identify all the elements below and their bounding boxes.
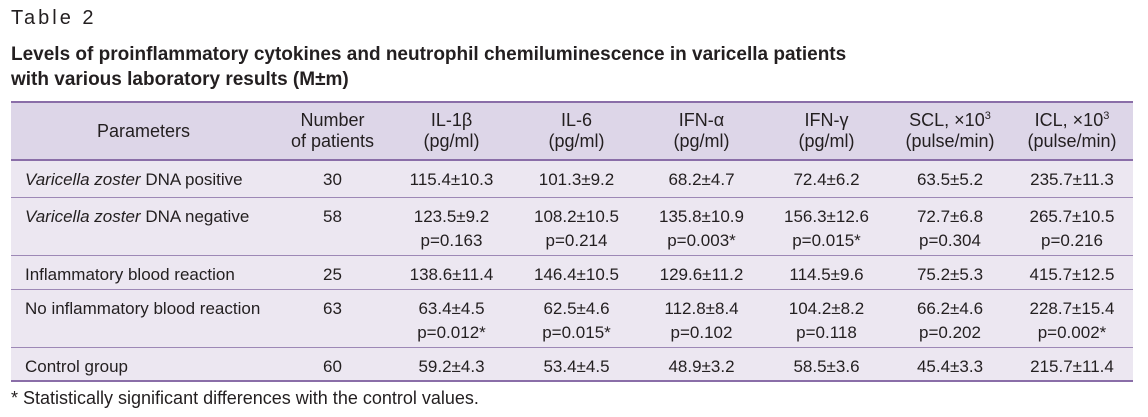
cell-ifna: 68.2±4.7 [639, 160, 764, 198]
cell-scl: 63.5±5.2 [889, 160, 1011, 198]
header-ifng: IFN-γ (pg/ml) [764, 101, 889, 161]
cell-ifng: 156.3±12.6 p=0.015* [764, 197, 889, 256]
caption-line-2: with various laboratory results (M±m) [11, 69, 349, 90]
row-parameter: Varicella zoster DNA negative [11, 197, 276, 256]
cell-ifna: 129.6±11.2 [639, 255, 764, 290]
header-parameters: Parameters [11, 101, 276, 161]
cell-scl: 66.2±4.6 p=0.202 [889, 289, 1011, 348]
cell-icl: 265.7±10.5 p=0.216 [1011, 197, 1133, 256]
cell-patients: 60 [276, 347, 389, 382]
cell-icl: 415.7±12.5 [1011, 255, 1133, 290]
cell-ifna: 135.8±10.9 p=0.003* [639, 197, 764, 256]
cell-icl: 228.7±15.4 p=0.002* [1011, 289, 1133, 348]
caption-line-1: Levels of proinflammatory cytokines and … [11, 44, 847, 65]
header-patients: Number of patients [276, 101, 389, 161]
cell-ifng: 72.4±6.2 [764, 160, 889, 198]
cell-ifng: 104.2±8.2 p=0.118 [764, 289, 889, 348]
cell-il6: 101.3±9.2 [514, 160, 639, 198]
header-ifna: IFN-α (pg/ml) [639, 101, 764, 161]
cell-scl: 72.7±6.8 p=0.304 [889, 197, 1011, 256]
cell-patients: 63 [276, 289, 389, 348]
cell-il1b: 115.4±10.3 [389, 160, 514, 198]
cell-il6: 108.2±10.5 p=0.214 [514, 197, 639, 256]
table-row: Inflammatory blood reaction 25 138.6±11.… [11, 255, 1133, 290]
row-parameter: Control group [11, 347, 276, 382]
table-row: Varicella zoster DNA positive 30 115.4±1… [11, 160, 1133, 198]
cell-icl: 235.7±11.3 [1011, 160, 1133, 198]
cell-patients: 25 [276, 255, 389, 290]
cell-il1b: 59.2±4.3 [389, 347, 514, 382]
header-icl: ICL, ×103 (pulse/min) [1011, 101, 1133, 161]
table-row: No inflammatory blood reaction 63 63.4±4… [11, 289, 1133, 348]
cell-il6: 53.4±4.5 [514, 347, 639, 382]
cell-patients: 58 [276, 197, 389, 256]
cell-il1b: 63.4±4.5 p=0.012* [389, 289, 514, 348]
cell-ifna: 112.8±8.4 p=0.102 [639, 289, 764, 348]
footnote: * Statistically significant differences … [11, 388, 479, 408]
cell-patients: 30 [276, 160, 389, 198]
table-row: Control group 60 59.2±4.3 53.4±4.5 48.9±… [11, 347, 1133, 382]
row-parameter: Varicella zoster DNA positive [11, 160, 276, 198]
header-il1b: IL-1β (pg/ml) [389, 101, 514, 161]
table-caption: Levels of proinflammatory cytokines and … [11, 42, 846, 92]
table-row: Varicella zoster DNA negative 58 123.5±9… [11, 197, 1133, 256]
data-table: Parameters Number of patients IL-1β (pg/ml… [11, 101, 1133, 382]
table-label: Table 2 [11, 7, 97, 29]
row-parameter: Inflammatory blood reaction [11, 255, 276, 290]
cell-icl: 215.7±11.4 [1011, 347, 1133, 382]
cell-il6: 62.5±4.6 p=0.015* [514, 289, 639, 348]
cell-ifna: 48.9±3.2 [639, 347, 764, 382]
cell-scl: 75.2±5.3 [889, 255, 1011, 290]
cell-ifng: 58.5±3.6 [764, 347, 889, 382]
cell-il1b: 123.5±9.2 p=0.163 [389, 197, 514, 256]
cell-il6: 146.4±10.5 [514, 255, 639, 290]
row-parameter: No inflammatory blood reaction [11, 289, 276, 348]
cell-scl: 45.4±3.3 [889, 347, 1011, 382]
header-row: Parameters Number of patients IL-1β (pg/ml… [11, 101, 1133, 161]
cell-ifng: 114.5±9.6 [764, 255, 889, 290]
header-scl: SCL, ×103 (pulse/min) [889, 101, 1011, 161]
cell-il1b: 138.6±11.4 [389, 255, 514, 290]
header-il6: IL-6 (pg/ml) [514, 101, 639, 161]
